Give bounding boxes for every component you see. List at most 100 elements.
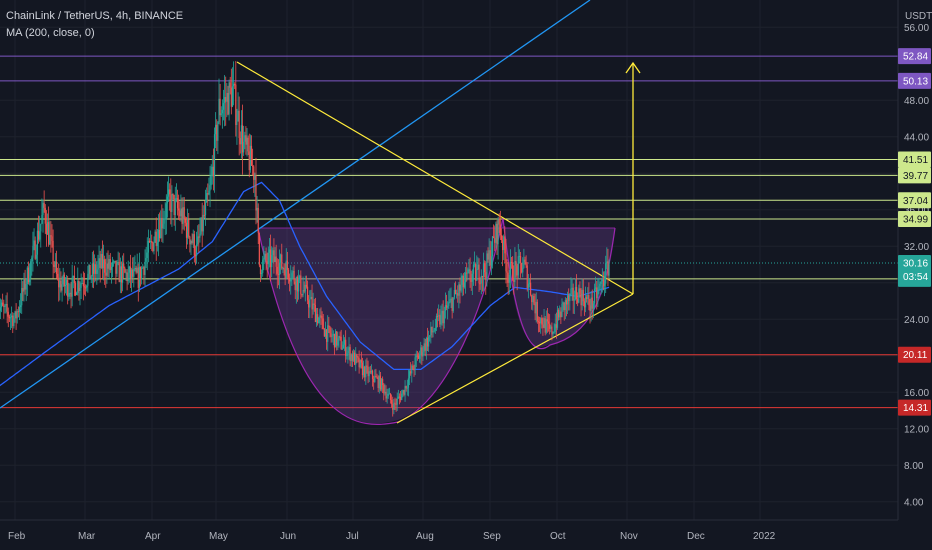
candle-body (532, 295, 534, 303)
candle-body (606, 261, 608, 264)
symbol-title[interactable]: ChainLink / TetherUS, 4h, BINANCE (6, 10, 184, 22)
candle-body (399, 396, 402, 400)
candle-body (115, 260, 117, 274)
candle-body (222, 103, 225, 110)
candle-body (348, 347, 350, 351)
candle-body (12, 315, 14, 327)
candle-body (17, 311, 19, 313)
x-tick-label: Nov (620, 531, 638, 542)
candle-body (459, 284, 461, 291)
candle-body (369, 371, 371, 373)
candle-body (333, 334, 336, 348)
candle-body (376, 377, 378, 379)
price-tag-label: 50.13 (903, 76, 928, 87)
drawing-overlay[interactable] (625, 61, 641, 294)
candle-body (382, 378, 384, 386)
candle-body (598, 286, 600, 290)
candle-body (52, 240, 54, 265)
candle-body (541, 318, 543, 325)
ascending-trend-line[interactable] (0, 0, 591, 409)
candle-body (26, 267, 28, 284)
candle-body (258, 232, 260, 266)
candle-body (220, 113, 222, 116)
level-tag-52.84[interactable]: 52.84 (898, 48, 931, 65)
candle-body (508, 274, 510, 283)
candle-body (562, 302, 564, 304)
time-axis[interactable]: Feb Mar Apr May Jun Jul Aug Sep Oct Nov Dec 2022 (0, 519, 932, 550)
candle-body (293, 270, 295, 282)
candle-body (299, 275, 301, 280)
y-tick-label: 36.00 (904, 205, 929, 216)
candle-body (413, 369, 415, 371)
candle-body (493, 236, 495, 239)
candle-body (204, 202, 207, 216)
candle-body (469, 269, 471, 281)
price-axis[interactable]: USDT56.0048.0044.0040.0036.0032.0028.002… (897, 0, 932, 520)
candle-body (253, 166, 255, 180)
candle-body (201, 217, 203, 232)
candle-body (20, 305, 22, 308)
level-tag-34.99[interactable]: 34.99 (898, 210, 931, 227)
candle-body (405, 386, 407, 389)
x-tick-label: May (209, 531, 228, 542)
candle-body (175, 198, 178, 200)
candle-body (169, 189, 171, 195)
candle-body (315, 314, 318, 323)
candle-body (153, 242, 155, 252)
time-axis-bg (0, 520, 932, 550)
candle-body (111, 262, 114, 267)
candle-body (104, 259, 106, 273)
candle-body (18, 307, 21, 312)
candle-body (42, 202, 44, 216)
x-tick-label: Jul (346, 531, 359, 542)
level-tag-20.11[interactable]: 20.11 (898, 346, 931, 363)
candle-body (543, 318, 545, 328)
candle-body (154, 231, 156, 243)
target-arrow-head[interactable] (625, 61, 641, 74)
last-price-tag[interactable]: 30.16 03:54 (898, 255, 931, 286)
candle-body (449, 299, 451, 303)
price-tag-label: 14.31 (903, 403, 928, 414)
level-tag-37.04[interactable]: 37.04 (898, 192, 931, 209)
candle-body (379, 375, 382, 390)
candle-body (579, 288, 581, 294)
candle-body (286, 260, 288, 270)
y-tick-label: 24.00 (904, 315, 929, 326)
candle-body (421, 347, 423, 357)
x-tick-label: Oct (550, 531, 566, 542)
candle-body (406, 387, 408, 389)
candle-body (230, 87, 232, 107)
candle-body (274, 256, 276, 263)
horizontal-levels[interactable] (0, 55, 898, 409)
candle-body (160, 217, 162, 239)
candle-body (76, 292, 78, 296)
candle-body (444, 305, 447, 311)
candle-body (182, 207, 184, 224)
candle-body (561, 303, 563, 318)
level-tag-41.51[interactable]: 41.51 (898, 151, 931, 168)
candle-body (509, 261, 512, 275)
candle-body (44, 207, 46, 224)
candle-body (398, 396, 401, 398)
y-tick-label: 48.00 (904, 96, 929, 107)
candle-body (354, 352, 356, 365)
candle-body (184, 219, 186, 223)
candle-body (118, 262, 120, 282)
price-tag-box (898, 48, 931, 65)
y-tick-label: 44.00 (904, 132, 929, 143)
candle-body (360, 359, 362, 363)
candle-body (599, 283, 601, 287)
candle-body (134, 267, 136, 269)
triangle-upper-line[interactable] (236, 61, 634, 295)
candle-body (126, 272, 128, 282)
level-tag-50.13[interactable]: 50.13 (898, 72, 931, 89)
level-tag-14.31[interactable]: 14.31 (898, 399, 931, 416)
level-tag-39.77[interactable]: 39.77 (898, 167, 931, 184)
candle-body (313, 303, 315, 305)
candle-body (188, 219, 190, 237)
candle-body (148, 240, 151, 242)
candle-body (575, 287, 578, 300)
indicator-title[interactable]: MA (200, close, 0) (6, 27, 95, 39)
candle-body (83, 286, 86, 288)
